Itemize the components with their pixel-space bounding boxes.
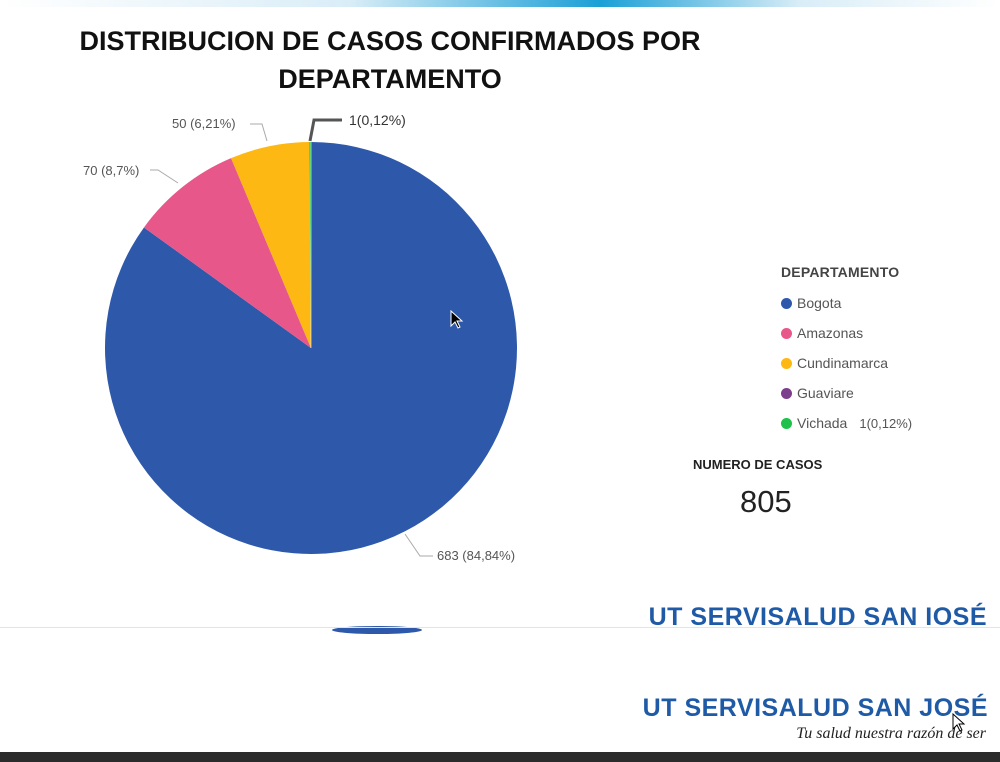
brand-name: UT SERVISALUD SAN JOSÉ [642,694,988,722]
legend-dot-icon [781,387,792,399]
pie-slice-vichada[interactable] [309,142,311,348]
kpi-value: 805 [740,484,792,519]
pie-slice-bogota[interactable] [105,142,517,555]
pie-chart: 683 (84,84%) 70 (8,7%) 50 (6,21%) 1(0,12%) [83,112,517,634]
pie-leader-line [404,533,433,557]
pie-data-label-amazonas: 70 (8,7%) [83,163,139,178]
legend-dot-icon [781,327,792,339]
legend-dot-icon [781,357,792,369]
legend-item-extra-value: 1(0,12%) [859,415,913,431]
legend-item-label: Cundinamarca [797,355,889,371]
pie-leader-line [308,118,342,142]
top-accent-band [0,0,1000,7]
legend-item-amazonas[interactable]: Amazonas [781,318,912,348]
kpi-label: NUMERO DE CASOS [693,457,823,472]
mouse-pointer-icon [952,713,966,732]
pie-leader-line [150,169,179,184]
pie-slice-cundinamarca[interactable] [231,142,311,348]
pie-ghost-artifact [332,626,422,634]
legend-item-label: Amazonas [797,325,864,341]
legend-item-bogota[interactable]: Bogota [781,288,912,318]
bottom-band [0,752,1000,762]
section-divider [0,627,1000,628]
legend-dot-icon [781,297,792,309]
chart-title: DISTRIBUCION DE CASOS CONFIRMADOS POR DE… [79,26,701,94]
legend-title: DEPARTAMENTO [781,264,900,280]
pie-data-label-bogota: 683 (84,84%) [437,548,515,563]
legend-item-guaviare[interactable]: Guaviare [781,378,912,408]
legend-item-label: Bogota [797,295,842,311]
mouse-pointer-icon [450,310,464,329]
brand-tagline: Tu salud nuestra razón de ser [796,725,986,742]
pie-data-label-vichada: 1(0,12%) [349,112,406,128]
legend-item-vichada[interactable]: Vichada 1(0,12%) [781,408,912,438]
pie-slice-amazonas[interactable] [143,158,311,348]
legend: DEPARTAMENTO Bogota Amazonas Cundinamarc… [781,264,912,438]
legend-dot-icon [781,417,792,429]
pie-data-label-cundinamarca: 50 (6,21%) [172,116,236,131]
legend-item-label: Guaviare [797,385,854,401]
legend-item-cundinamarca[interactable]: Cundinamarca [781,348,912,378]
pie-leader-line [250,123,268,142]
legend-item-label: Vichada [797,415,848,431]
brand-name-ghost: UT SERVISALUD SAN IOSÉ [648,603,987,631]
